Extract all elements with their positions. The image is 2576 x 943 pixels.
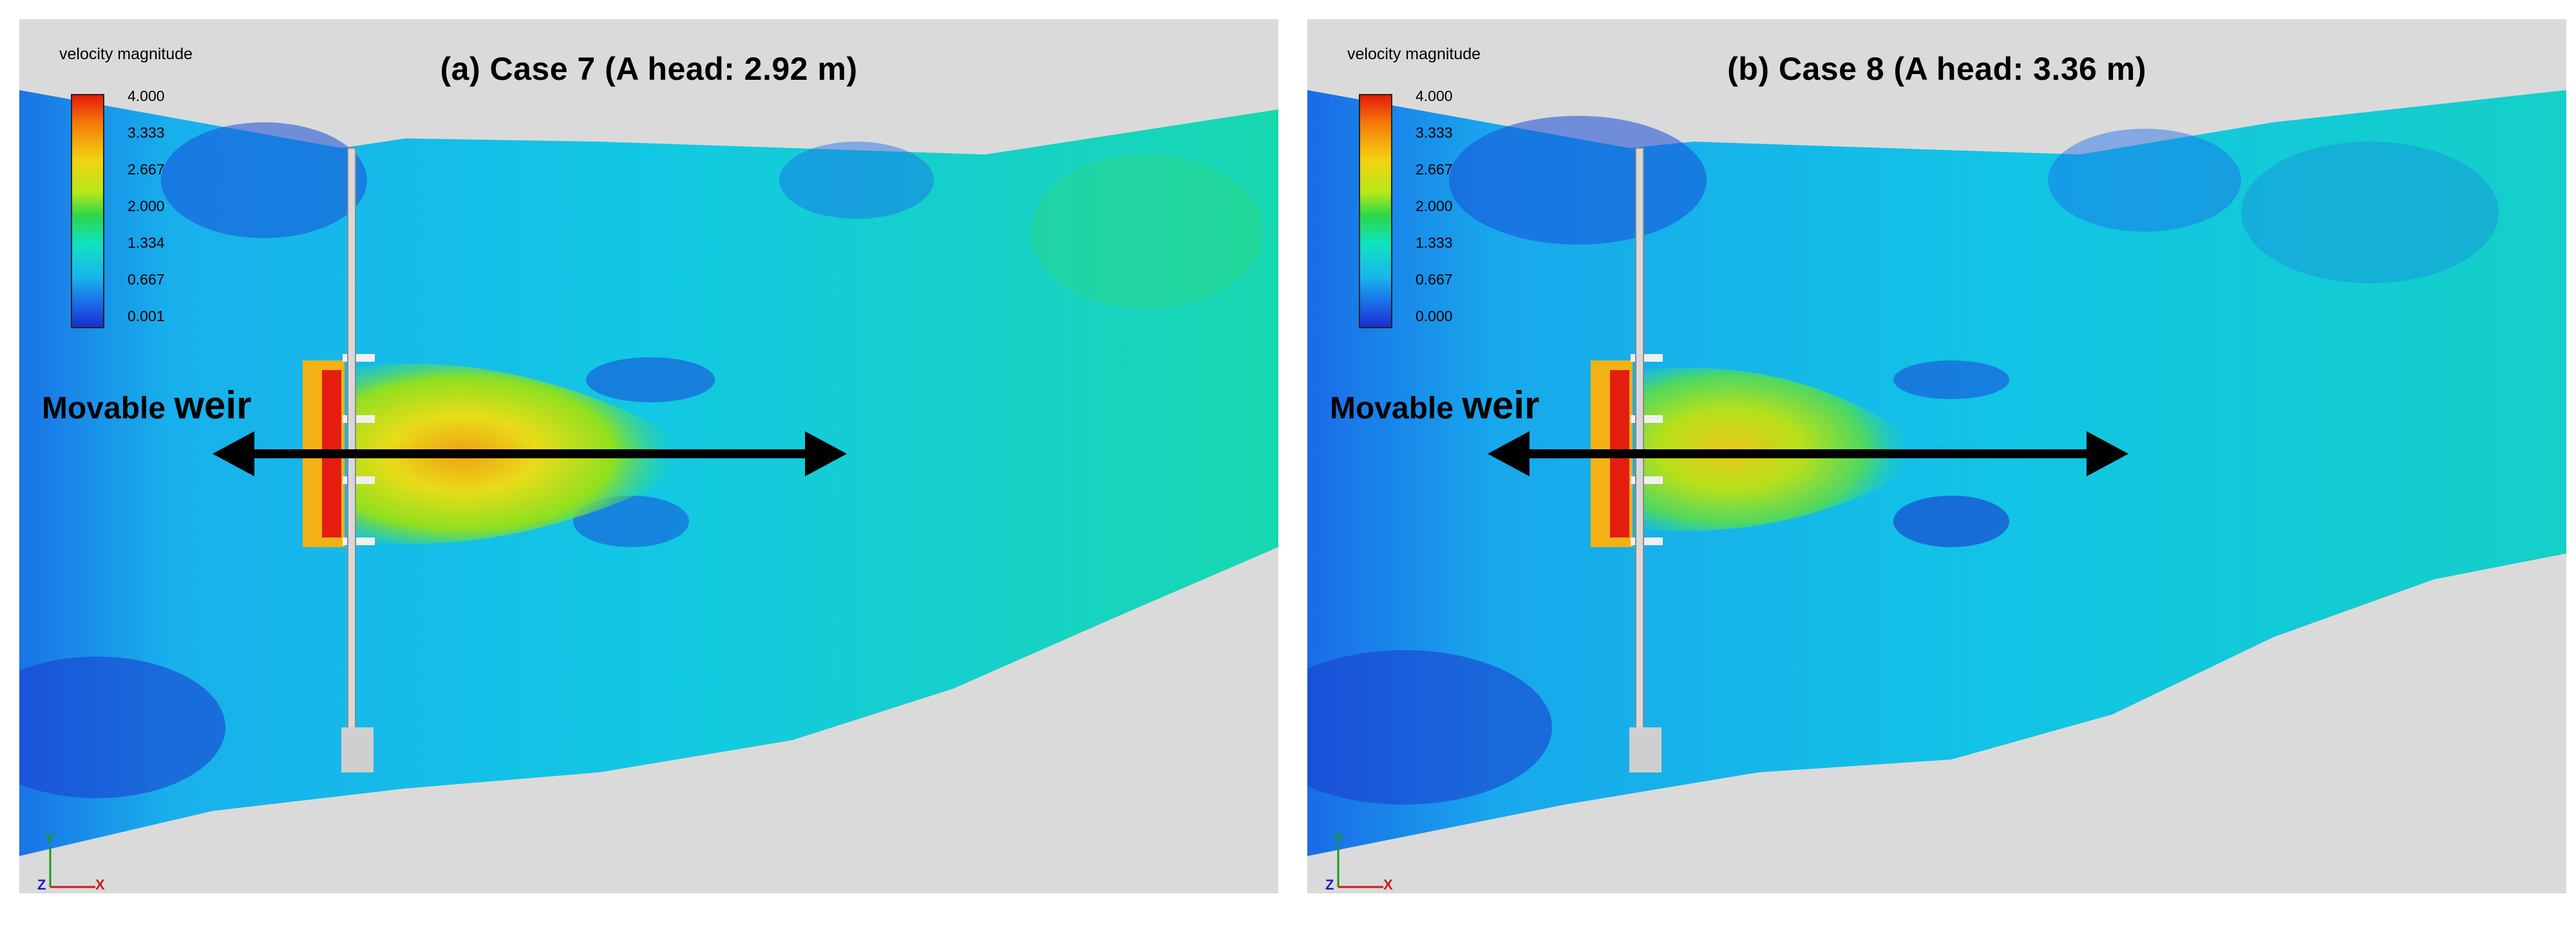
panel-title: (b) Case 8 (A head: 3.36 m) — [1727, 51, 2146, 87]
legend-tick: 2.667 — [1416, 161, 1453, 178]
weir-label: Movable weir — [42, 383, 251, 427]
legend-tick: 1.334 — [128, 234, 165, 251]
panel-case-8: (b) Case 8 (A head: 3.36 m) velocity mag… — [1307, 19, 2566, 893]
panel-case-7: (a) Case 7 (A head: 2.92 m) velocity mag… — [19, 19, 1278, 893]
weir-label-word: weir — [174, 384, 252, 427]
panel-title: (a) Case 7 (A head: 2.92 m) — [440, 51, 858, 87]
legend-tick: 4.000 — [1416, 88, 1453, 104]
legend-tick: 2.000 — [128, 198, 165, 214]
legend-tick: 3.333 — [128, 124, 165, 141]
velocity-field-plot — [1307, 19, 2566, 893]
axis-z-label: Z — [37, 877, 46, 893]
weir-label-word: weir — [1462, 384, 1540, 427]
legend-tick: 2.000 — [1416, 198, 1453, 214]
legend-tick: 0.001 — [128, 308, 165, 324]
weir-label: Movable weir — [1330, 383, 1539, 427]
axis-x-label: X — [95, 877, 105, 893]
axis-z-label: Z — [1325, 877, 1334, 893]
axis-triad: Y Z X — [1319, 830, 1396, 893]
flow-region — [1307, 90, 2566, 856]
weir-label-prefix: Movable — [1330, 391, 1463, 425]
axis-triad: Y Z X — [31, 830, 108, 893]
measurement-arrow — [213, 431, 847, 476]
colorbar — [1359, 94, 1392, 328]
colorbar — [71, 94, 104, 328]
legend-tick: 2.667 — [128, 161, 165, 178]
axis-x-label: X — [1383, 877, 1393, 893]
weir-label-prefix: Movable — [42, 391, 175, 425]
axis-y-label: Y — [1333, 830, 1343, 846]
axis-triad-icon — [49, 846, 95, 888]
lower-bank — [1307, 554, 2566, 893]
axis-triad-icon — [1337, 846, 1383, 888]
axis-y-label: Y — [45, 830, 55, 846]
legend-tick: 0.000 — [1416, 308, 1453, 324]
legend-title: velocity magnitude — [1347, 45, 1481, 63]
legend-tick: 4.000 — [128, 88, 165, 104]
lower-bank — [19, 547, 1278, 893]
measurement-arrow — [1488, 431, 2128, 476]
legend-title: velocity magnitude — [59, 45, 193, 63]
legend-tick: 0.667 — [128, 271, 165, 288]
legend-tick: 1.333 — [1416, 234, 1453, 251]
velocity-field-plot — [19, 19, 1278, 893]
legend-tick: 0.667 — [1416, 271, 1453, 288]
legend-tick: 3.333 — [1416, 124, 1453, 141]
upper-bank — [19, 19, 1278, 154]
